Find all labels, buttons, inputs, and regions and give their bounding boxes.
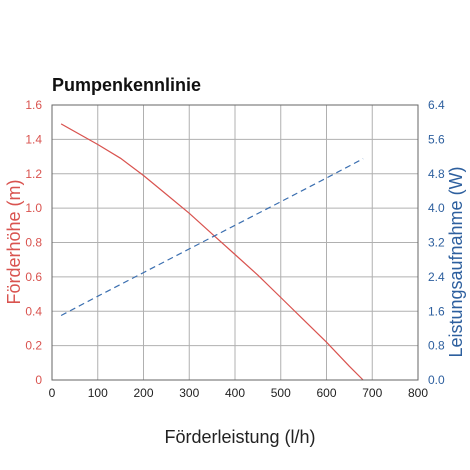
y-left-tick-label: 0 [35,373,42,387]
y-right-tick-label: 2.4 [428,270,445,284]
y-right-tick-label: 1.6 [428,304,445,318]
chart-title: Pumpenkennlinie [52,75,201,95]
series-line-leistungsaufnahme [60,158,364,317]
y-left-tick-label: 0.8 [25,236,42,250]
y-left-tick-label: 1.0 [25,201,42,215]
y-axis-right-label: Leistungsaufnahme (W) [446,166,466,357]
tick-labels: 0 100 200 300 400 500 600 700 800 0 0.2 0.4 0.6 0.8 1.… [25,98,445,400]
y-right-tick-label: 4.0 [428,201,445,215]
x-tick-label: 800 [408,386,428,400]
y-left-tick-label: 1.4 [25,132,42,146]
x-axis-label: Förderleistung (l/h) [164,427,315,447]
x-tick-label: 700 [362,386,382,400]
series-line-foerderhoehe [60,123,364,381]
y-left-tick-label: 0.2 [25,339,42,353]
x-tick-label: 100 [88,386,108,400]
y-right-tick-label: 3.2 [428,236,445,250]
y-left-tick-label: 1.6 [25,98,42,112]
x-tick-label: 500 [271,386,291,400]
y-left-tick-label: 0.4 [25,304,42,318]
y-right-tick-label: 5.6 [428,132,445,146]
y-left-tick-label: 1.2 [25,167,42,181]
grid [52,105,418,380]
x-tick-label: 300 [179,386,199,400]
y-right-tick-label: 0.8 [428,339,445,353]
x-tick-label: 400 [225,386,245,400]
y-right-tick-label: 6.4 [428,98,445,112]
series-layer [60,123,364,381]
y-right-tick-label: 0.0 [428,373,445,387]
y-left-tick-label: 0.6 [25,270,42,284]
y-axis-left-label: Förderhöhe (m) [4,179,24,304]
x-tick-label: 0 [49,386,56,400]
y-right-tick-label: 4.8 [428,167,445,181]
x-tick-label: 200 [133,386,153,400]
plot-frame [51,104,419,381]
x-tick-label: 600 [316,386,336,400]
